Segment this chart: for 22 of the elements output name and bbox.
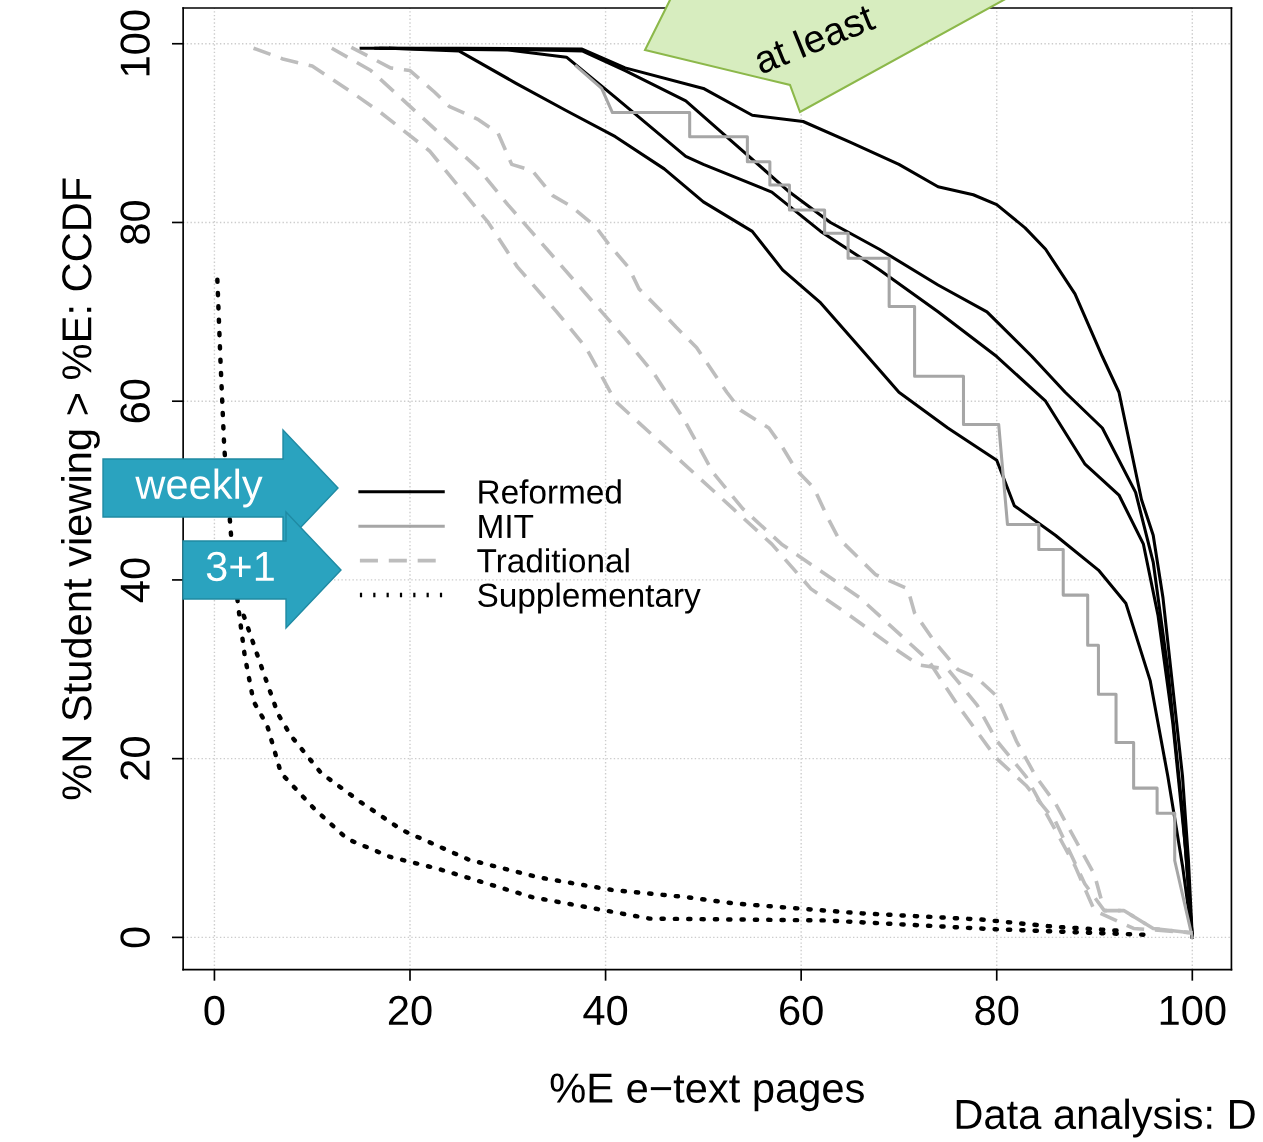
x-axis-title: %E e−text pages: [550, 1073, 864, 1112]
x-tick-label: 100: [1160, 995, 1226, 1026]
y-tick-label: 40: [120, 558, 150, 603]
x-tick-label: 0: [204, 995, 225, 1026]
annotation: at least: [751, 1, 877, 75]
x-tick-label: 40: [583, 995, 628, 1026]
annotation: weekly: [135, 468, 263, 508]
legend-label: Reformed: [479, 479, 621, 504]
text: Data analysis: D: [956, 1098, 1255, 1138]
legend-label: Traditional: [477, 548, 629, 573]
y-tick-label: 80: [120, 200, 150, 244]
legend-label: Supplementary: [478, 582, 701, 614]
x-tick-label: 80: [975, 995, 1019, 1026]
y-tick-label: 0: [120, 927, 150, 948]
y-tick-label: 60: [120, 379, 150, 423]
y-axis-title: %N Student viewing > %E: CCDF: [61, 178, 100, 800]
legend-label: MIT: [479, 514, 534, 538]
x-tick-label: 60: [780, 995, 823, 1026]
x-tick-label: 20: [388, 995, 432, 1026]
annotation: 3+1: [206, 551, 274, 582]
y-tick-label: 20: [120, 737, 150, 780]
y-tick-label: 100: [120, 10, 150, 76]
